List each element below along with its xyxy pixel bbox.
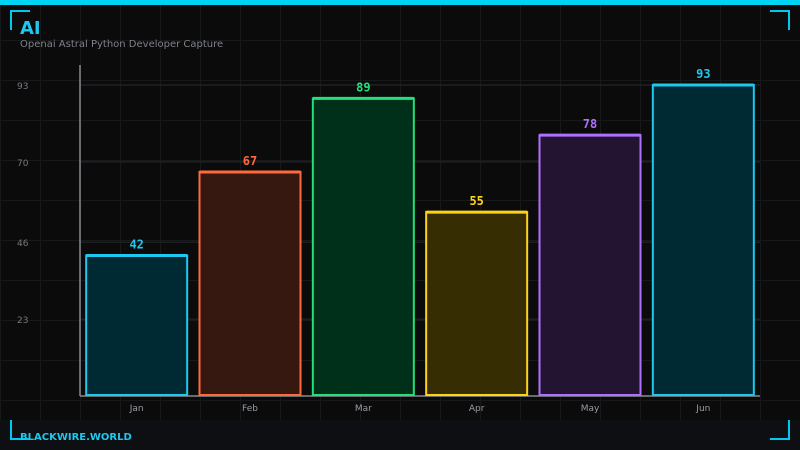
x-tick-label: Apr (469, 404, 485, 414)
corner-bracket-icon (10, 10, 30, 30)
footer-band (0, 420, 800, 450)
corner-bracket-icon (770, 420, 790, 440)
x-tick-label: Jan (129, 404, 144, 414)
chart-title: AI (20, 18, 41, 39)
chart-subtitle: Openai Astral Python Developer Capture (20, 39, 224, 50)
data-label: 67 (243, 154, 257, 168)
data-label: 89 (356, 80, 370, 94)
data-label: 42 (129, 238, 143, 252)
x-tick-label: Jun (695, 404, 710, 414)
y-tick-label: 46 (17, 239, 29, 249)
top-accent-bar (0, 0, 800, 5)
data-label: 93 (696, 67, 710, 81)
y-tick-label: 93 (17, 82, 28, 92)
data-label: 78 (583, 117, 597, 131)
corner-bracket-icon (10, 420, 30, 440)
brand-label: BLACKWIRE.WORLD (20, 432, 132, 443)
bar-jun (651, 84, 755, 396)
bar-mar (311, 97, 415, 396)
bar-feb (198, 170, 302, 396)
bar-may (538, 134, 642, 396)
x-tick-label: May (581, 404, 600, 414)
y-tick-label: 23 (17, 316, 28, 326)
x-tick-label: Feb (242, 404, 258, 414)
x-tick-label: Mar (355, 404, 372, 414)
bar-jan (85, 254, 189, 396)
bar-apr (425, 211, 529, 396)
corner-bracket-icon (770, 10, 790, 30)
data-label: 55 (469, 194, 483, 208)
y-tick-label: 70 (17, 159, 29, 169)
